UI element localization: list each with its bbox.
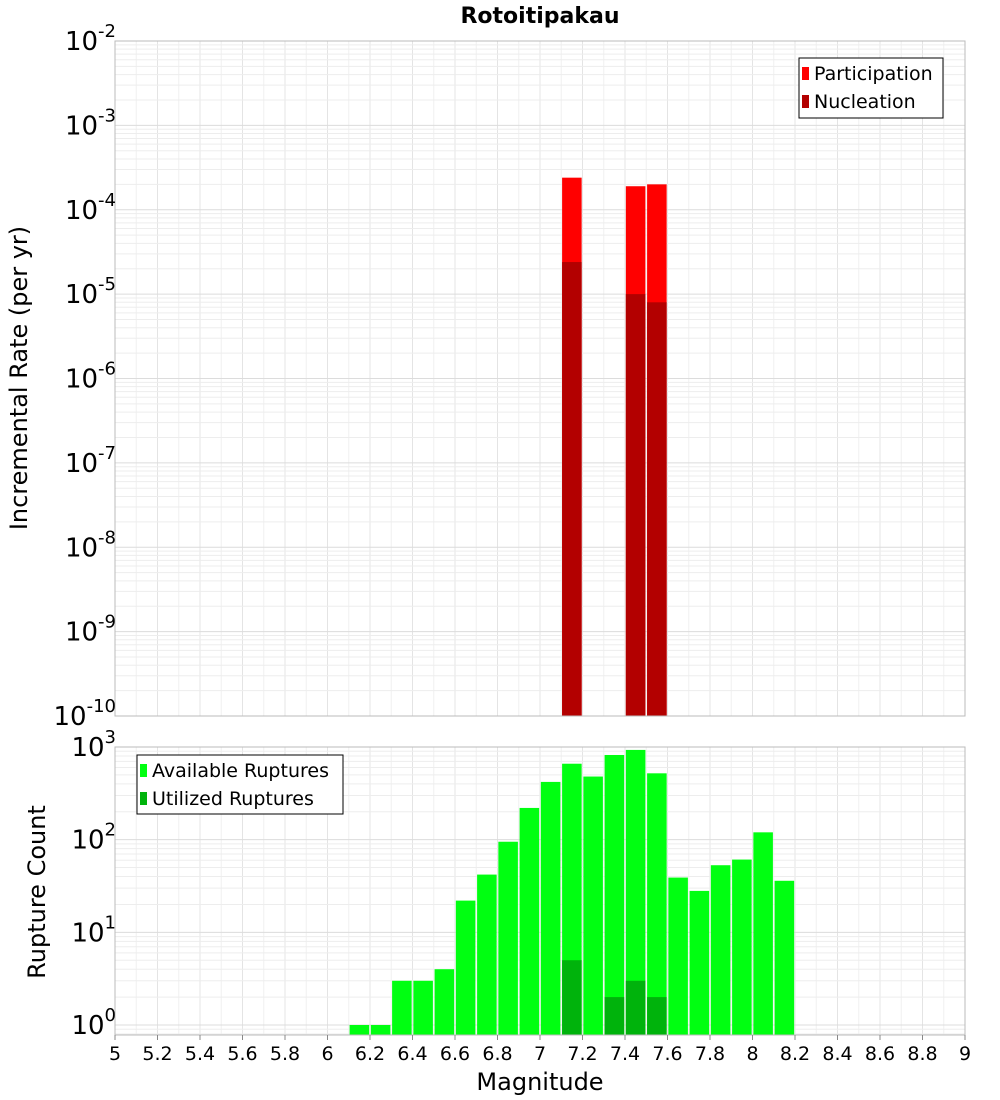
count-legend: Available Ruptures Utilized Ruptures [136, 754, 344, 815]
y-tick-label: 10-6 [65, 359, 116, 395]
bar-available-ruptures [668, 877, 688, 1035]
x-tick-label: 8 [746, 1043, 758, 1065]
legend-label: Available Ruptures [152, 760, 329, 782]
x-tick-label: 6.8 [482, 1043, 512, 1065]
rate-bars [562, 177, 667, 717]
legend-label: Nucleation [814, 91, 916, 113]
x-tick-label: 6 [321, 1043, 333, 1065]
x-tick-label: 5.2 [142, 1043, 172, 1065]
bar-available-ruptures [753, 832, 773, 1035]
x-tick-label: 5 [109, 1043, 121, 1065]
y-tick-label: 100 [71, 1005, 116, 1041]
y-tick-label: 101 [71, 912, 116, 948]
x-tick-label: 7.8 [695, 1043, 725, 1065]
bar-utilized-ruptures [604, 997, 625, 1035]
bar-available-ruptures [413, 980, 433, 1035]
bar-available-ruptures [455, 900, 476, 1035]
x-tick-label: 6.2 [355, 1043, 385, 1065]
legend-swatch [140, 792, 147, 805]
bar-available-ruptures [604, 754, 625, 1035]
bar-available-ruptures [647, 773, 667, 1035]
bar-utilized-ruptures [562, 960, 582, 1035]
x-tick-label: 5.8 [270, 1043, 300, 1065]
bar-available-ruptures [732, 859, 752, 1035]
count-panel: 100 101 102 103 5 5.2 5.4 5.6 5.8 6 6.2 6.4 6.6 6.8 7… [23, 727, 971, 1096]
x-tick-label: 9 [959, 1043, 971, 1065]
y-tick-label: 10-2 [65, 21, 116, 57]
bar-nucleation [647, 302, 667, 716]
rate-legend: Participation Nucleation [798, 57, 944, 119]
x-tick-label: 5.4 [185, 1043, 215, 1065]
rate-plot-border [114, 40, 966, 717]
bar-available-ruptures [370, 1025, 391, 1035]
count-bars [349, 749, 795, 1035]
legend-swatch [802, 95, 809, 108]
y-tick-label: 10-9 [65, 612, 116, 648]
bar-utilized-ruptures [647, 997, 667, 1035]
bar-available-ruptures [498, 841, 518, 1035]
legend-label: Utilized Ruptures [152, 788, 314, 810]
x-tick-label: 7.4 [610, 1043, 640, 1065]
x-tick-label: 8.2 [780, 1043, 810, 1065]
y-tick-label: 10-4 [65, 190, 116, 226]
y-tick-label: 10-10 [54, 696, 117, 732]
rate-y-ticks: 10-10 10-9 10-8 10-7 10-6 10-5 10-4 10-3 10-2 [54, 21, 117, 732]
rate-panel: 10-10 10-9 10-8 10-7 10-6 10-5 10-4 10-3 10-2 In… [5, 21, 966, 732]
x-tick-label: 5.6 [227, 1043, 257, 1065]
bar-available-ruptures [392, 980, 412, 1035]
y-tick-label: 10-5 [65, 274, 116, 310]
x-tick-label: 8.6 [865, 1043, 895, 1065]
count-y-axis-label: Rupture Count [23, 805, 51, 979]
bar-available-ruptures [477, 874, 497, 1035]
bar-available-ruptures [625, 749, 646, 1035]
bar-available-ruptures [540, 781, 561, 1035]
bar-utilized-ruptures [625, 980, 646, 1035]
bar-nucleation [562, 262, 582, 716]
magnitude-x-ticks: 5 5.2 5.4 5.6 5.8 6 6.2 6.4 6.6 6.8 7 7.2 7.4 7.6 7.8 8… [109, 1035, 971, 1065]
bar-available-ruptures [434, 969, 455, 1035]
y-tick-label: 103 [71, 727, 116, 763]
bar-available-ruptures [710, 865, 731, 1035]
bar-available-ruptures [689, 890, 710, 1035]
y-tick-label: 102 [71, 820, 116, 856]
x-tick-label: 8.8 [907, 1043, 937, 1065]
chart-title: Rotoitipakau [460, 4, 619, 29]
magnitude-x-axis-label: Magnitude [476, 1068, 603, 1096]
legend-swatch [140, 764, 147, 777]
rate-legend-box [798, 57, 944, 119]
bar-available-ruptures [583, 776, 603, 1035]
bar-available-ruptures [349, 1025, 370, 1035]
rate-gridlines [114, 41, 966, 717]
x-tick-label: 7.6 [652, 1043, 682, 1065]
y-tick-label: 10-8 [65, 527, 116, 563]
y-tick-label: 10-7 [65, 443, 116, 479]
count-y-ticks: 100 101 102 103 [71, 727, 116, 1041]
legend-swatch [802, 67, 809, 80]
bar-nucleation [625, 294, 646, 716]
bar-available-ruptures [774, 880, 795, 1035]
x-tick-label: 7 [534, 1043, 546, 1065]
count-legend-box [136, 754, 344, 815]
x-tick-label: 6.6 [440, 1043, 470, 1065]
rate-y-axis-label: Incremental Rate (per yr) [5, 226, 33, 530]
y-tick-label: 10-3 [65, 105, 116, 141]
x-tick-label: 6.4 [397, 1043, 427, 1065]
bar-available-ruptures [519, 807, 540, 1035]
x-tick-label: 8.4 [822, 1043, 852, 1065]
legend-label: Participation [814, 63, 933, 85]
x-tick-label: 7.2 [567, 1043, 597, 1065]
